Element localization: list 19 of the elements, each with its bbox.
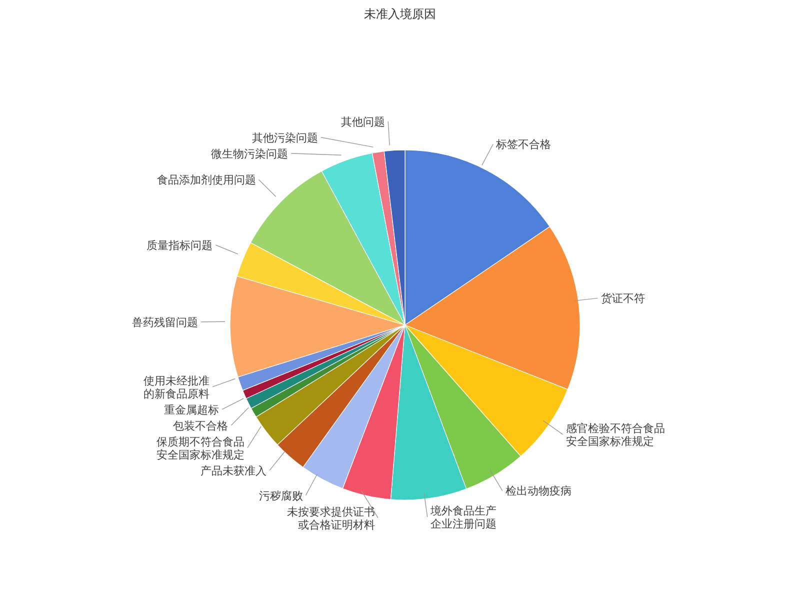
slice-label: 重金属超标 (164, 402, 220, 416)
chart-title: 未准入境原因 (363, 6, 437, 23)
slice-label: 污秽腐败 (258, 488, 303, 502)
slice-label: 质量指标问题 (146, 238, 213, 252)
slice-label: 未按要求提供证书或合格证明材料 (287, 504, 376, 531)
slice-label: 微生物污染问题 (211, 146, 288, 160)
slice-label: 标签不合格 (495, 138, 552, 151)
slice-label: 感官检验不符合食品安全国家标准规定 (566, 421, 665, 448)
slice-label: 检出动物疫病 (505, 484, 572, 498)
slice-label: 货证不符 (600, 292, 645, 305)
slice-label: 兽药残留问题 (132, 315, 198, 328)
slice-label: 产品未获准入 (200, 464, 267, 477)
slice-label: 包装不合格 (173, 418, 228, 432)
slice-label: 其他问题 (341, 114, 386, 128)
slice-label: 保质期不符合食品安全国家标准规定 (156, 434, 244, 461)
slice-label: 境外食品生产企业注册问题 (429, 504, 496, 530)
slice-label: 食品添加剂使用问题 (156, 173, 256, 186)
slice-label: 其他污染问题 (252, 130, 318, 144)
slice-label: 使用未经批准的新食品原料 (144, 374, 210, 400)
